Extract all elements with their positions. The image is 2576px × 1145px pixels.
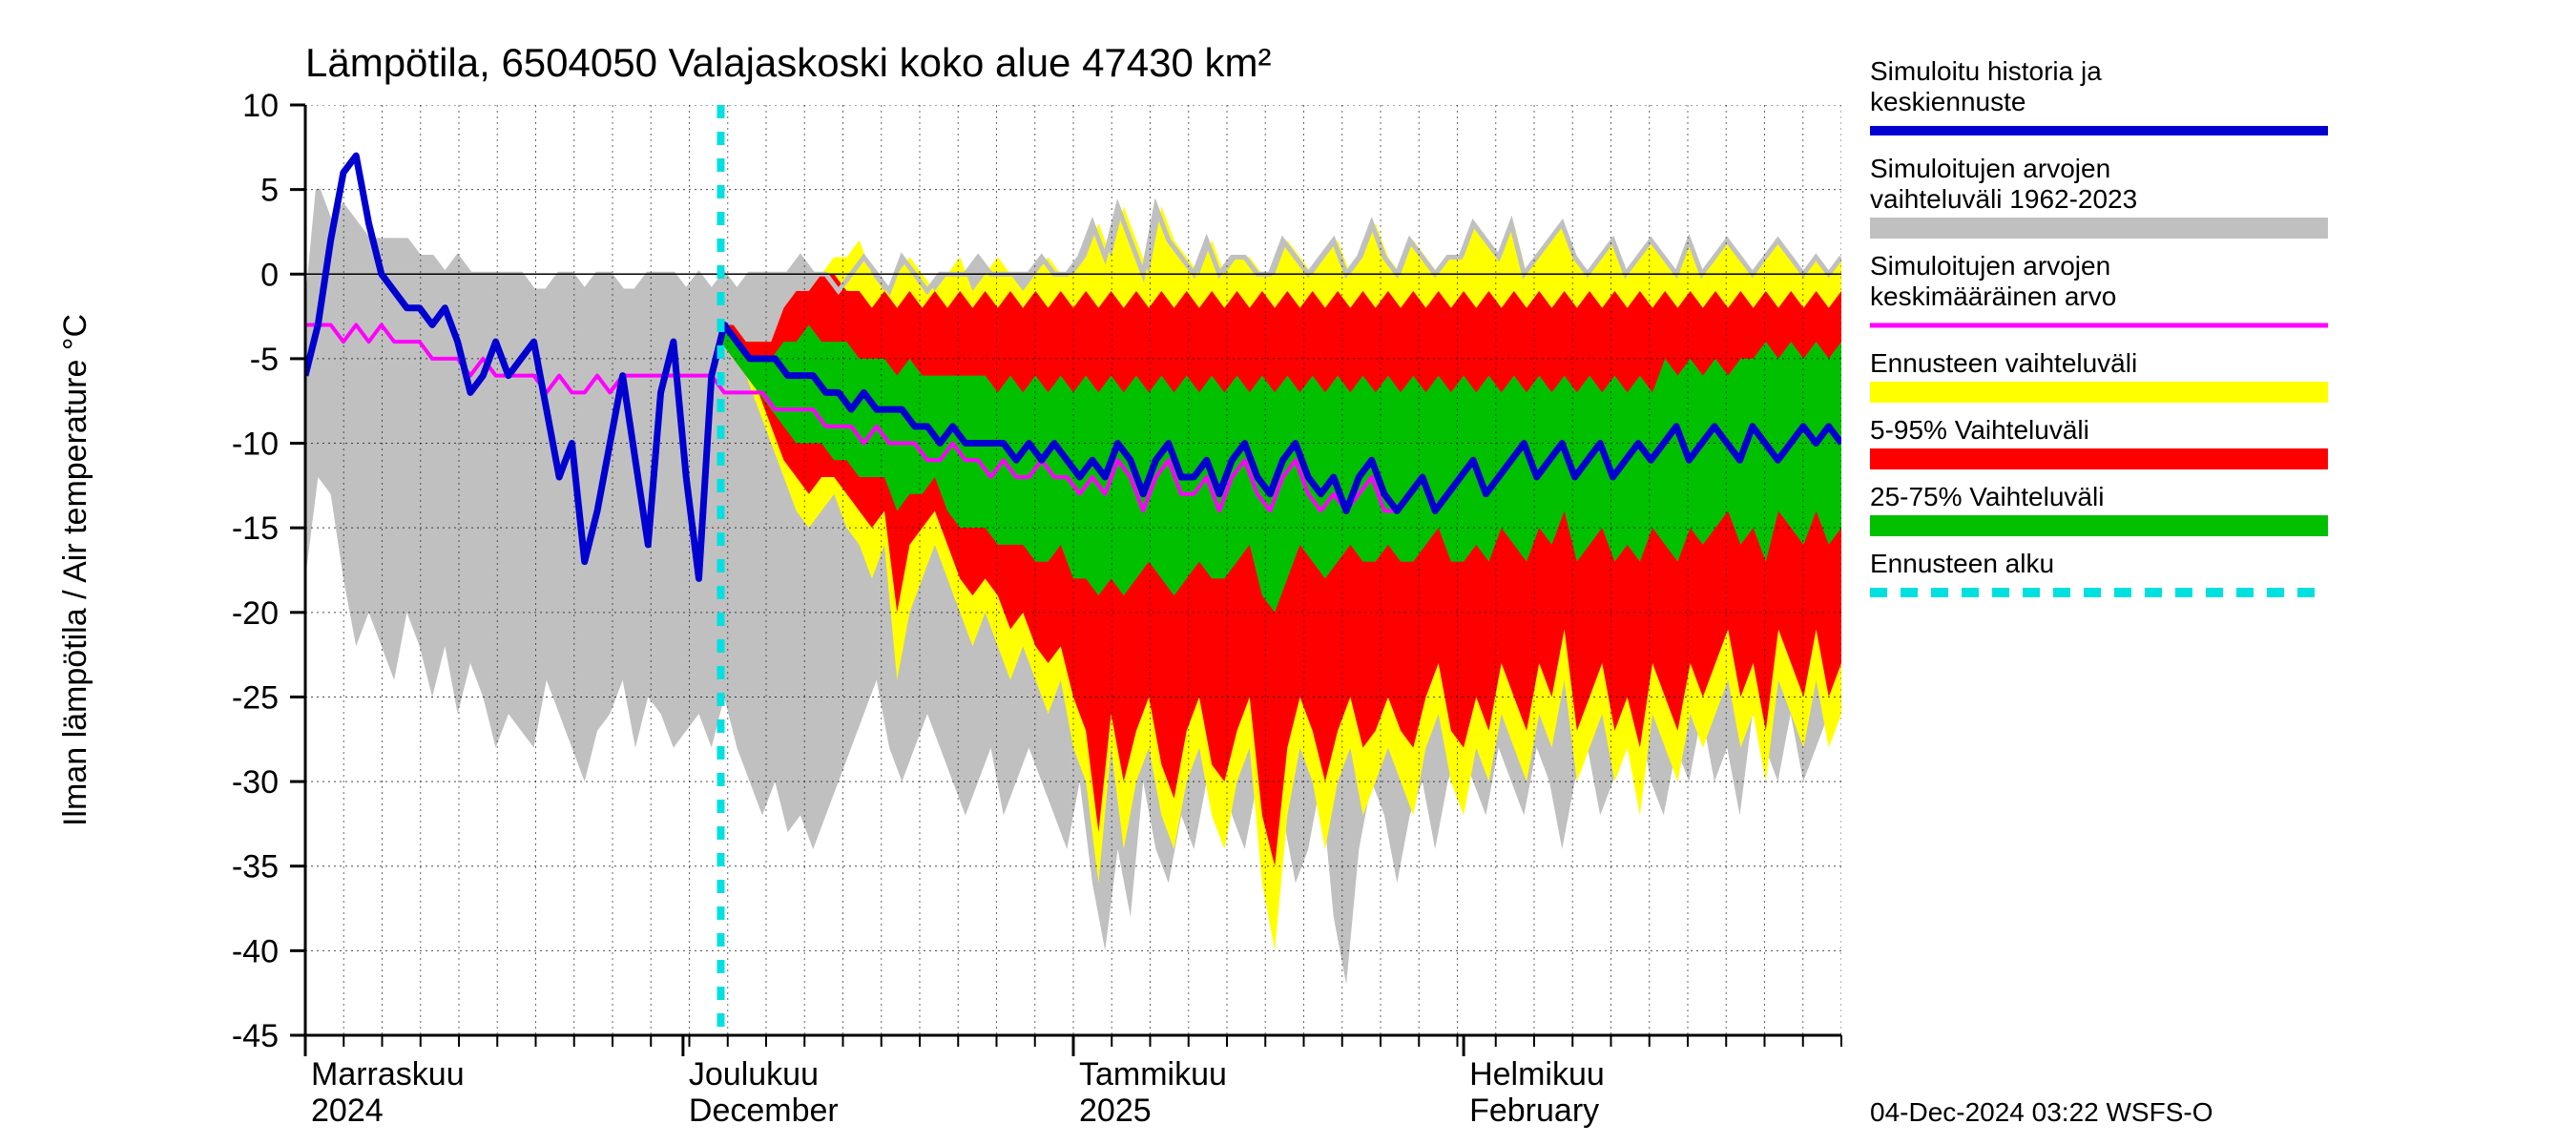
svg-text:25-75% Vaihteluväli: 25-75% Vaihteluväli [1870, 482, 2104, 511]
chart-svg: 1050-5-10-15-20-25-30-35-40-45Marraskuu2… [0, 0, 2576, 1145]
svg-text:-10: -10 [232, 427, 279, 463]
svg-text:0: 0 [260, 257, 279, 293]
temperature-forecast-chart: 1050-5-10-15-20-25-30-35-40-45Marraskuu2… [0, 0, 2576, 1145]
svg-text:-45: -45 [232, 1018, 279, 1054]
svg-text:Lämpötila, 6504050 Valajaskosk: Lämpötila, 6504050 Valajaskoski koko alu… [305, 40, 1272, 85]
svg-text:Joulukuu: Joulukuu [689, 1056, 819, 1093]
svg-text:Marraskuu: Marraskuu [311, 1056, 465, 1093]
svg-text:Simuloitujen arvojen: Simuloitujen arvojen [1870, 154, 2110, 183]
svg-text:04-Dec-2024 03:22 WSFS-O: 04-Dec-2024 03:22 WSFS-O [1870, 1097, 2213, 1127]
svg-text:10: 10 [242, 88, 279, 124]
svg-text:-25: -25 [232, 679, 279, 716]
svg-text:vaihteluväli 1962-2023: vaihteluväli 1962-2023 [1870, 184, 2137, 214]
svg-text:-5: -5 [250, 342, 279, 378]
svg-text:Simuloitu historia ja: Simuloitu historia ja [1870, 56, 2102, 86]
svg-text:Ilman lämpötila / Air temperat: Ilman lämpötila / Air temperature °C [57, 314, 93, 826]
svg-text:Helmikuu: Helmikuu [1469, 1056, 1605, 1093]
svg-text:-15: -15 [232, 510, 279, 547]
svg-text:Simuloitujen arvojen: Simuloitujen arvojen [1870, 251, 2110, 281]
svg-text:2025: 2025 [1079, 1093, 1152, 1129]
svg-text:-30: -30 [232, 764, 279, 801]
svg-text:Ennusteen alku: Ennusteen alku [1870, 549, 2054, 578]
svg-text:5-95% Vaihteluväli: 5-95% Vaihteluväli [1870, 415, 2089, 445]
svg-text:February: February [1469, 1093, 1599, 1129]
svg-text:Ennusteen vaihteluväli: Ennusteen vaihteluväli [1870, 348, 2137, 378]
svg-text:keskiennuste: keskiennuste [1870, 87, 2025, 116]
svg-text:5: 5 [260, 173, 279, 209]
svg-text:-40: -40 [232, 933, 279, 969]
svg-text:-20: -20 [232, 595, 279, 632]
svg-text:December: December [689, 1093, 839, 1129]
svg-text:2024: 2024 [311, 1093, 384, 1129]
svg-text:-35: -35 [232, 849, 279, 885]
svg-text:Tammikuu: Tammikuu [1079, 1056, 1227, 1093]
svg-text:keskimääräinen arvo: keskimääräinen arvo [1870, 281, 2116, 311]
